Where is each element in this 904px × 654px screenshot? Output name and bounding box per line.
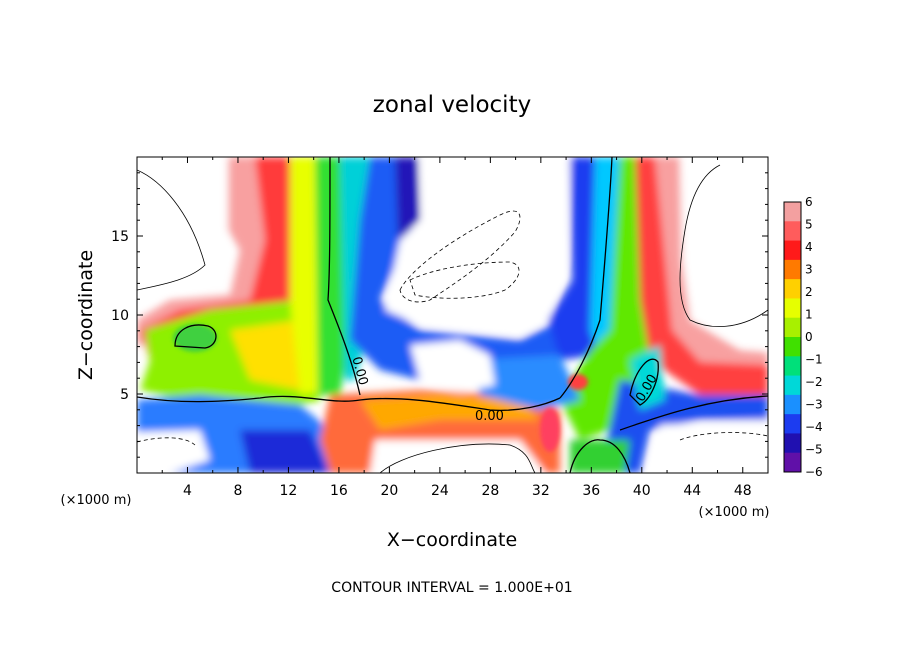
field-right-lower-cyan: [630, 345, 665, 410]
colorbar-swatch-7: [784, 337, 801, 357]
field-bottom-middle-orange: [360, 395, 540, 430]
field-white-bottom-left: [137, 430, 210, 473]
x-tick-label-4: 20: [380, 483, 398, 499]
x-unit-left: (×1000 m): [61, 493, 132, 508]
colorbar-label-8: −2: [805, 375, 823, 389]
accent-right-eddy: [568, 374, 588, 390]
field-white-bottom-mid: [370, 440, 545, 473]
colorbar-label-0: 6: [805, 195, 813, 209]
field-white-center: [385, 157, 570, 335]
y-tick-label-1: 10: [111, 308, 129, 324]
contour-neg-top: [399, 210, 521, 303]
contour-zero-column: [327, 157, 361, 396]
y-tick-label-0: 5: [120, 387, 129, 403]
x-tick-label-11: 48: [734, 483, 752, 499]
x-tick-label-1: 8: [233, 483, 242, 499]
colorbar-swatch-4: [784, 279, 801, 299]
colorbar-swatch-12: [784, 433, 801, 454]
colorbar-label-4: 2: [805, 285, 813, 299]
field-right-pink: [655, 157, 768, 365]
colorbar-swatch-9: [784, 375, 801, 396]
colorbar-label-2: 4: [805, 240, 813, 254]
contour-interval: CONTOUR INTERVAL = 1.000E+01: [331, 580, 572, 596]
contour-zero-eddy-left: [174, 324, 217, 349]
x-tick-label-0: 4: [183, 483, 192, 499]
y-tick-label-2: 15: [111, 229, 129, 245]
colorbar-label-10: −4: [805, 420, 823, 434]
contour-neg-right: [679, 432, 768, 441]
field-white-right: [680, 157, 768, 350]
accent-left-eddy: [173, 324, 217, 352]
x-tick-label-8: 36: [582, 483, 600, 499]
colorbar-label-5: 1: [805, 308, 813, 322]
colorbar-label-6: 0: [805, 330, 813, 344]
x-tick-label-3: 16: [330, 483, 348, 499]
contour-label-0: 0.00: [475, 409, 504, 424]
field-right-green: [560, 157, 650, 440]
velocity-accents: [173, 324, 588, 452]
field-bottom-right-green: [570, 440, 630, 473]
colorbar-label-1: 5: [805, 218, 813, 232]
contour-label-1: 0.00: [348, 355, 370, 387]
contour-neg-inner: [409, 261, 520, 299]
colorbar-swatch-5: [784, 298, 801, 319]
x-axis-label: X−coordinate: [387, 529, 517, 551]
contour-zero-bottom: [569, 439, 631, 473]
contour-pos-left: [137, 169, 206, 291]
field-white-left: [137, 157, 228, 300]
colorbar-swatch-6: [784, 317, 801, 338]
colorbar-label-7: −1: [805, 353, 823, 367]
contour-pos-right: [679, 164, 768, 327]
x-tick-label-9: 40: [633, 483, 651, 499]
plot-area: 0.00 0.00 0.00: [137, 157, 768, 473]
x-tick-label-10: 44: [683, 483, 701, 499]
accent-bottom-red: [540, 408, 560, 452]
colorbar-swatch-3: [784, 259, 801, 280]
chart-title: zonal velocity: [373, 92, 531, 118]
field-bottom-left-dark: [240, 430, 330, 473]
field-white-blob: [410, 340, 495, 392]
x-tick-label-6: 28: [481, 483, 499, 499]
colorbar-swatch-1: [784, 221, 801, 242]
contour-zero-solid: [137, 395, 561, 411]
contour-lines: [137, 157, 768, 473]
colorbar-swatch-0: [784, 202, 801, 222]
field-white-bottom-right: [650, 420, 768, 473]
field-diagonal-darkblue: [395, 157, 420, 240]
colorbar-swatch-10: [784, 394, 801, 415]
x-tick-label-2: 12: [280, 483, 298, 499]
velocity-field: [137, 157, 768, 473]
colorbar-swatch-11: [784, 414, 801, 434]
colorbar-swatch-2: [784, 240, 801, 261]
contour-neg-left: [137, 437, 196, 446]
colorbar-label-11: −5: [805, 443, 823, 457]
x-tick-label-7: 32: [532, 483, 550, 499]
field-bottom-center-blue: [470, 355, 580, 410]
colorbar-frame: [783, 201, 802, 473]
field-right-red: [635, 157, 768, 400]
x-unit-right: (×1000 m): [699, 505, 770, 520]
contour-zero-right: [559, 157, 613, 399]
colorbar-label-3: 3: [805, 263, 813, 277]
colorbar: 6 5 4 3 2 1 0 −1 −2 −3 −4 −5 −6: [783, 195, 823, 479]
y-axis-label: Z−coordinate: [75, 250, 97, 380]
colorbar-swatch-13: [784, 452, 801, 473]
contour-zero-eddy-right: [629, 358, 659, 406]
x-tick-label-5: 24: [431, 483, 449, 499]
colorbar-label-9: −3: [805, 398, 823, 412]
contour-zero-right-lower: [619, 395, 768, 431]
colorbar-swatch-8: [784, 356, 801, 377]
contour-pos-bottom: [379, 443, 536, 473]
colorbar-label-12: −6: [805, 465, 823, 479]
